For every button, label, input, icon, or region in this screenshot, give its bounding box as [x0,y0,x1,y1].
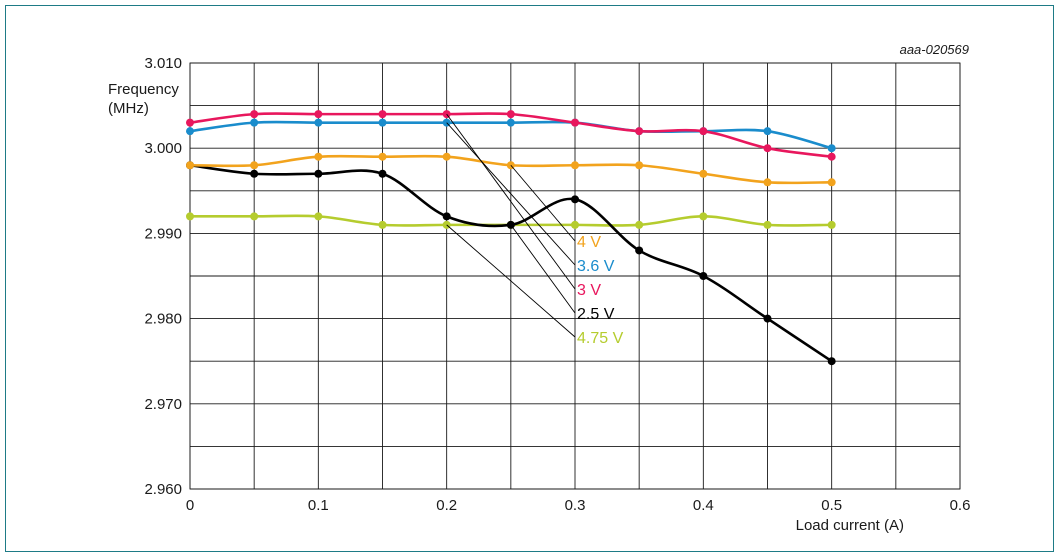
data-point [571,220,579,229]
figure-frame [5,5,1054,552]
legend-leader-line [446,113,576,290]
data-point [827,178,836,187]
data-point [763,220,772,229]
data-point [378,220,387,229]
legend-leader-line [446,122,576,266]
data-point [250,118,259,127]
legend-label: 4 V [577,234,601,251]
x-tick-label: 0.6 [950,497,971,514]
data-point [250,110,259,119]
data-point [763,178,772,187]
data-point [506,110,515,119]
data-point [378,118,387,127]
x-axis-title: Load current (A) [796,517,904,534]
x-tick-label: 0 [186,497,194,514]
legend-label: 3.6 V [577,258,615,275]
data-point [314,152,323,161]
y-axis-title-line1: Frequency [108,81,179,98]
y-tick-label: 2.960 [144,481,182,498]
data-point [699,212,708,221]
data-point [442,212,451,221]
data-point [250,161,259,170]
data-point [314,212,323,221]
data-point [699,169,708,178]
data-point [763,314,772,323]
data-point [635,161,644,170]
legend-label: 2.5 V [577,306,615,323]
data-point [378,110,387,119]
x-tick-label: 0.1 [308,497,329,514]
data-point [250,169,259,178]
y-tick-label: 2.980 [144,311,182,328]
data-point [763,127,772,136]
data-point [571,118,579,127]
data-point [571,161,579,170]
legend-label: 4.75 V [577,330,624,347]
legend-leader-lines [446,113,576,338]
data-point [763,144,772,153]
chart-text: aaa-020569 Frequency (MHz) Load current … [108,42,970,534]
x-tick-label: 0.5 [821,497,842,514]
data-point [314,118,323,127]
data-point [314,169,323,178]
data-point [827,144,836,153]
data-point [186,127,194,136]
data-point [827,152,836,161]
y-tick-label: 2.970 [144,396,182,413]
data-point [635,220,644,229]
figure-id: aaa-020569 [900,42,969,57]
data-point [442,152,451,161]
grid [189,62,961,490]
data-point [314,110,323,119]
data-point [250,212,259,221]
data-point [827,220,836,229]
x-tick-label: 0.2 [436,497,457,514]
data-point [186,212,194,221]
data-point [827,357,836,366]
data-point [378,152,387,161]
data-point [506,118,515,127]
y-tick-label: 3.010 [144,55,182,72]
x-tick-label: 0.4 [693,497,714,514]
data-point [699,127,708,136]
x-tick-label: 0.3 [565,497,586,514]
legend-leader-line [510,164,576,242]
legend-leader-line [446,224,576,338]
y-tick-label: 3.000 [144,140,182,157]
data-point [186,118,194,127]
legend-leader-line [510,224,576,314]
data-point [635,246,644,255]
y-axis-title-line2: (MHz) [108,100,149,117]
y-tick-label: 2.990 [144,225,182,242]
data-point [571,195,579,204]
data-point [635,127,644,136]
data-point [378,169,387,178]
legend-label: 3 V [577,282,601,299]
data-point [186,161,194,170]
data-point [699,272,708,280]
